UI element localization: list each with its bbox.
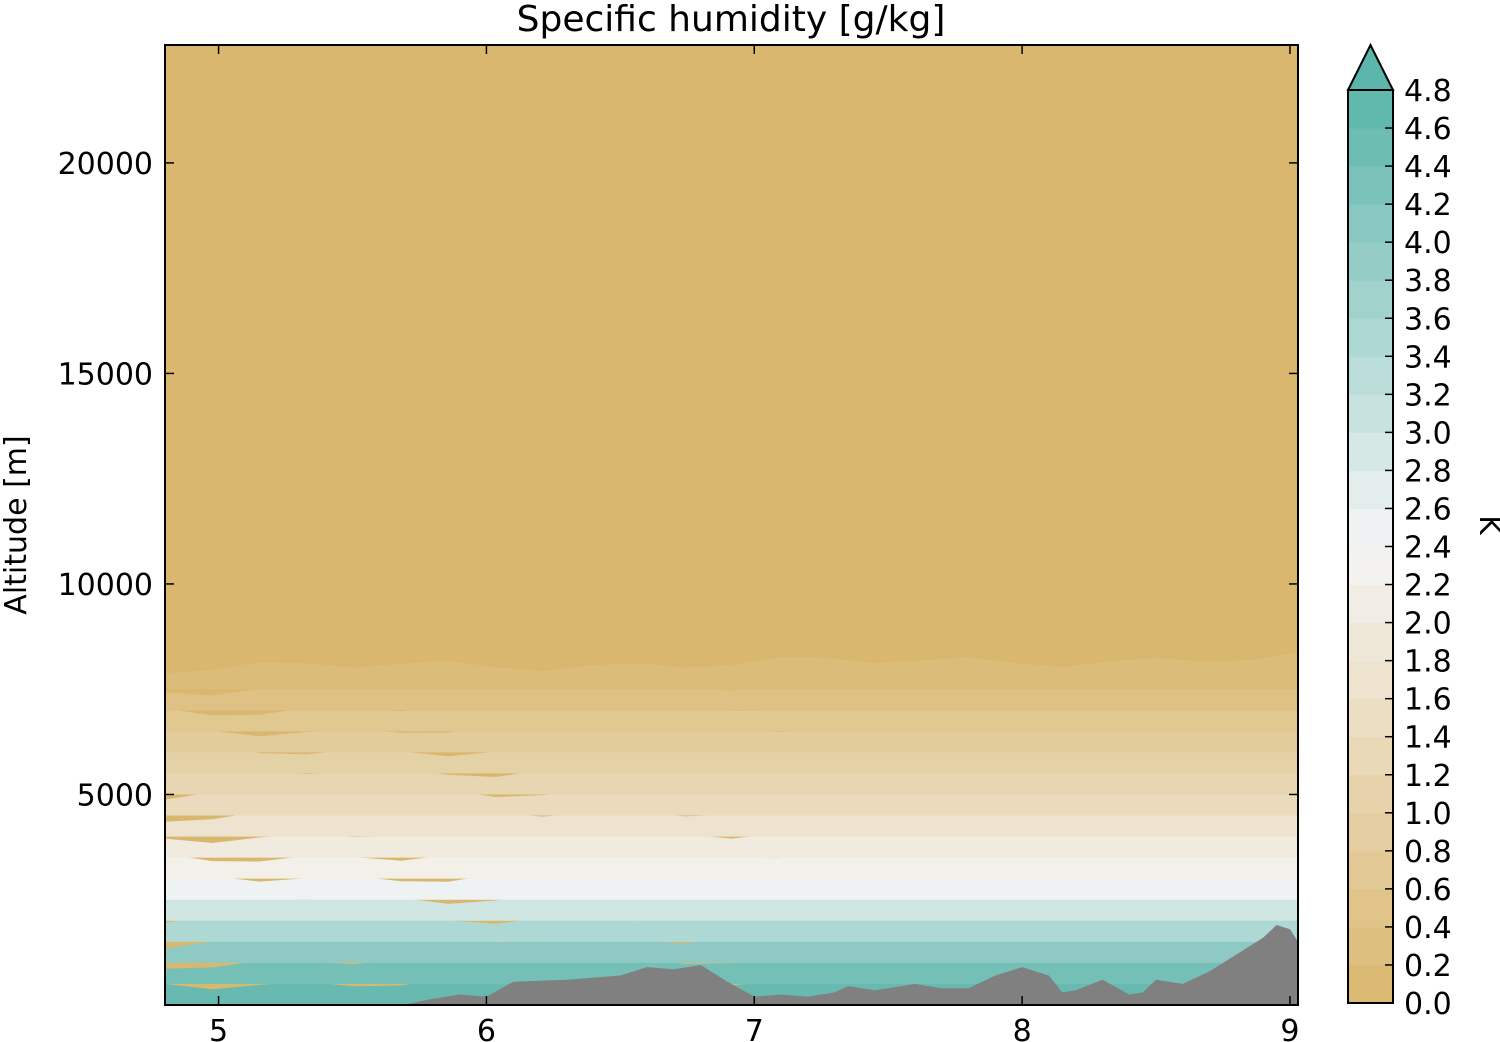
y-axis-label: Altitude [m] bbox=[0, 435, 34, 614]
colorbar-tick-label: 0.8 bbox=[1404, 835, 1452, 870]
y-axis: 5000 10000 15000 20000 bbox=[58, 147, 1298, 813]
x-tick-label: 6 bbox=[477, 1014, 496, 1042]
colorbar-segment bbox=[1348, 584, 1393, 624]
colorbar-segment bbox=[1348, 546, 1393, 586]
colorbar-segment bbox=[1348, 508, 1393, 547]
colorbar-segment bbox=[1348, 660, 1393, 700]
x-tick-label: 7 bbox=[745, 1014, 764, 1042]
y-tick-label: 5000 bbox=[77, 778, 153, 813]
colorbar-segment bbox=[1348, 964, 1393, 1004]
colorbar-segment bbox=[1348, 90, 1393, 129]
colorbar-tick-label: 2.6 bbox=[1404, 492, 1452, 527]
colorbar-tick-label: 2.4 bbox=[1404, 531, 1452, 566]
humidity-band bbox=[165, 777, 1298, 816]
colorbar-segment bbox=[1348, 622, 1393, 662]
chart-title: Specific humidity [g/kg] bbox=[517, 0, 946, 40]
colorbar-segment bbox=[1348, 128, 1393, 167]
x-tick-label: 5 bbox=[209, 1014, 228, 1042]
colorbar-tick-label: 2.8 bbox=[1404, 454, 1452, 489]
humidity-band bbox=[165, 652, 1298, 690]
humidity-band bbox=[165, 757, 1298, 795]
colorbar-segment bbox=[1348, 318, 1393, 357]
colorbar-tick-label: 3.2 bbox=[1404, 378, 1452, 413]
colorbar-tick-label: 3.6 bbox=[1404, 302, 1452, 337]
humidity-band bbox=[165, 926, 1298, 963]
colorbar-tick-label: 1.2 bbox=[1404, 759, 1452, 794]
colorbar-segment bbox=[1348, 356, 1393, 395]
humidity-band bbox=[165, 905, 1298, 942]
colorbar-extend-arrow bbox=[1346, 42, 1395, 91]
y-tick-label: 20000 bbox=[58, 147, 153, 182]
colorbar-tick-label: 0.6 bbox=[1404, 873, 1452, 908]
colorbar-segment bbox=[1348, 432, 1393, 471]
colorbar-tick-label: 2.0 bbox=[1404, 607, 1452, 642]
y-tick-label: 15000 bbox=[58, 357, 153, 392]
colorbar-tick-label: 1.8 bbox=[1404, 645, 1452, 680]
colorbar-tick-label: 4.6 bbox=[1404, 112, 1452, 147]
colorbar-tick-label: 1.6 bbox=[1404, 683, 1452, 718]
x-axis: 5 6 7 8 9 bbox=[209, 45, 1300, 1042]
y-tick-label: 10000 bbox=[58, 568, 153, 603]
colorbar-tick-label: 0.4 bbox=[1404, 911, 1452, 946]
colorbar-segment bbox=[1348, 470, 1393, 509]
colorbar-tick-label: 1.4 bbox=[1404, 721, 1452, 756]
terrain-mask bbox=[165, 925, 1298, 1005]
colorbar-segment bbox=[1348, 204, 1393, 243]
x-tick-label: 8 bbox=[1013, 1014, 1032, 1042]
colorbar-segment bbox=[1348, 736, 1393, 776]
colorbar-segment bbox=[1348, 394, 1393, 433]
humidity-contour-field bbox=[165, 45, 1298, 1005]
colorbar-tick-label: 0.0 bbox=[1404, 987, 1452, 1022]
colorbar-tick-label: 3.8 bbox=[1404, 264, 1452, 299]
colorbar: 0.00.20.40.60.81.01.21.41.61.82.02.22.4 2… bbox=[1346, 42, 1452, 1022]
colorbar-tick-label: 0.2 bbox=[1404, 949, 1452, 984]
colorbar-tick-label: 3.0 bbox=[1404, 416, 1452, 451]
colorbar-segment bbox=[1348, 166, 1393, 205]
colorbar-tick-label: 4.0 bbox=[1404, 226, 1452, 261]
humidity-band bbox=[165, 883, 1298, 921]
colorbar-segment bbox=[1348, 850, 1393, 890]
colorbar-segment bbox=[1348, 812, 1393, 852]
colorbar-segment bbox=[1348, 774, 1393, 814]
colorbar-tick-label: 4.4 bbox=[1404, 150, 1452, 185]
colorbar-segment bbox=[1348, 242, 1393, 281]
colorbar-segment bbox=[1348, 888, 1393, 928]
colorbar-tick-label: 4.8 bbox=[1404, 74, 1452, 109]
colorbar-tick-label: 2.2 bbox=[1404, 569, 1452, 604]
colorbar-tick-label: 1.0 bbox=[1404, 797, 1452, 832]
colorbar-tick-label: 3.4 bbox=[1404, 340, 1452, 375]
colorbar-tick-label: 4.2 bbox=[1404, 188, 1452, 223]
colorbar-segment bbox=[1348, 698, 1393, 738]
colorbar-label: K bbox=[1472, 515, 1500, 536]
colorbar-segment bbox=[1348, 926, 1393, 966]
colorbar-segment bbox=[1348, 280, 1393, 319]
x-tick-label: 9 bbox=[1280, 1014, 1299, 1042]
plot-frame bbox=[164, 44, 1299, 1006]
